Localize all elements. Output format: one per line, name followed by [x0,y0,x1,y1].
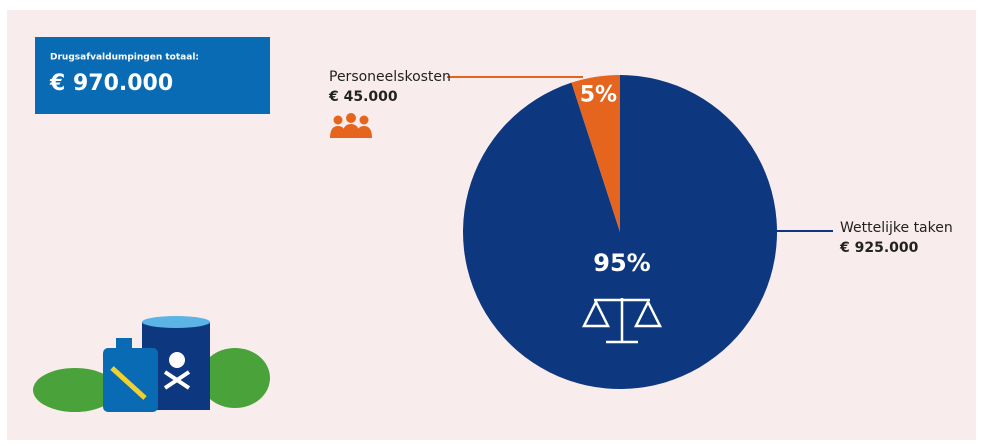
slice-amount: € 45.000 [328,89,398,105]
slice-percent: 5% [580,83,617,108]
people-icon [330,113,372,138]
pie-slice [571,75,620,232]
total-label: Drugsafvaldumpingen totaal: [50,53,199,63]
slice-amount: € 925.000 [839,240,919,256]
total-box [35,37,270,114]
slice-name: Wettelijke taken [840,220,953,236]
slice-name: Personeelskosten [329,69,451,85]
total-value: € 970.000 [49,71,173,96]
pie-slice [462,75,777,390]
slice-percent: 95% [593,249,650,277]
scales-icon [581,298,663,344]
illustration [33,316,270,412]
